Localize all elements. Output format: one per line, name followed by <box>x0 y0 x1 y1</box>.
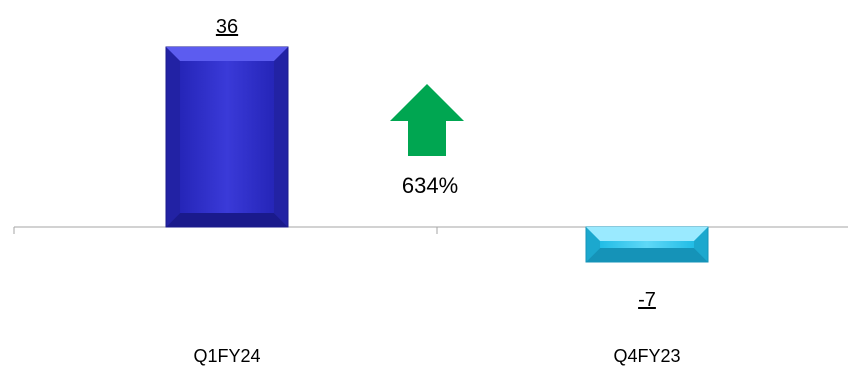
bar-bevel-left <box>166 47 180 227</box>
growth-percentage: 634% <box>402 173 458 198</box>
bar-bevel-left <box>586 227 600 262</box>
bar-bevel-bottom <box>166 213 288 227</box>
data-label-Q1FY24: 36 <box>216 16 238 38</box>
bar-bevel-right <box>694 227 708 262</box>
category-label-Q4FY23: Q4FY23 <box>613 346 680 366</box>
bar-bevel-top <box>586 227 708 241</box>
bar-bevel-right <box>274 47 288 227</box>
bar-Q4FY23 <box>585 226 709 263</box>
bar-face <box>600 241 694 248</box>
bars-group <box>165 46 709 263</box>
up-arrow-icon <box>390 84 464 156</box>
bar-face <box>180 61 274 213</box>
bar-Q1FY24 <box>165 46 289 228</box>
bar-bevel-bottom <box>586 248 708 262</box>
labels-group: 36 Q1FY24 -7 Q4FY23 <box>193 16 680 366</box>
data-label-Q4FY23: -7 <box>638 289 656 311</box>
bar-bevel-top <box>166 47 288 61</box>
category-label-Q1FY24: Q1FY24 <box>193 346 260 366</box>
